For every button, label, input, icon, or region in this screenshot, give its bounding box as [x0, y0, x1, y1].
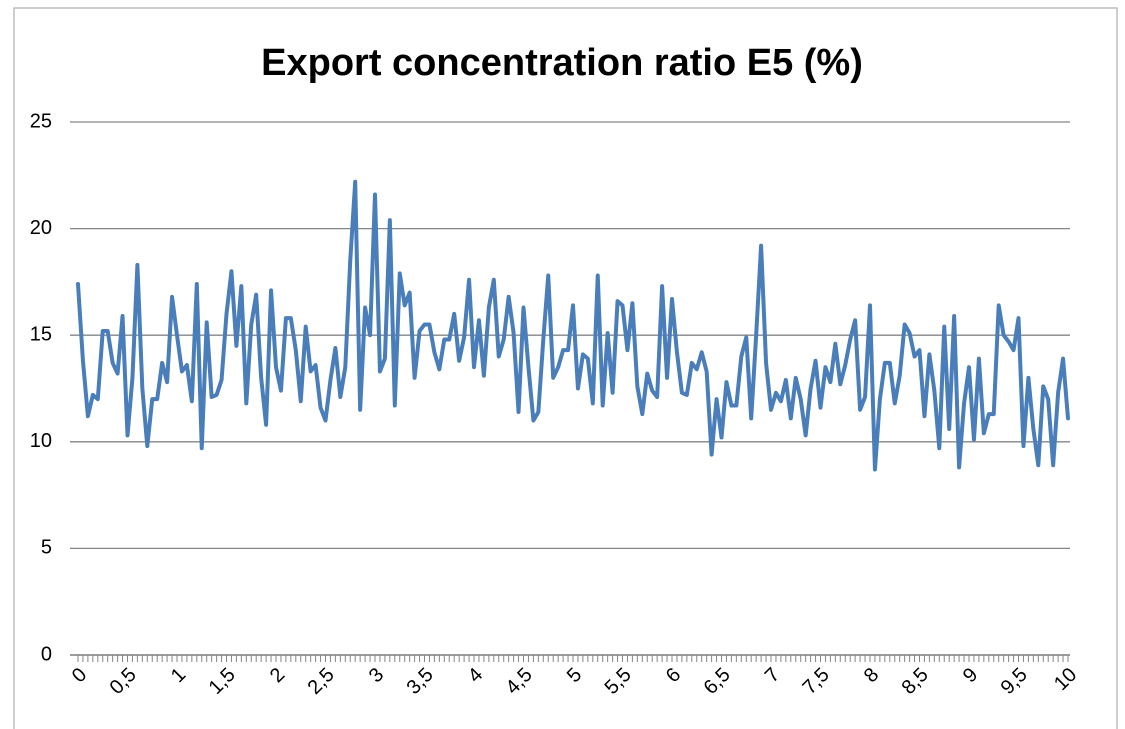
- y-tick-label: 0: [41, 643, 52, 665]
- y-tick-label: 10: [30, 430, 52, 452]
- y-tick-label: 20: [30, 217, 52, 239]
- y-tick-label: 25: [30, 110, 52, 132]
- chart-title: Export concentration ratio E5 (%): [261, 42, 863, 84]
- y-tick-label: 15: [30, 323, 52, 345]
- data-line: [76, 179, 1070, 472]
- y-tick-label: 5: [41, 537, 52, 559]
